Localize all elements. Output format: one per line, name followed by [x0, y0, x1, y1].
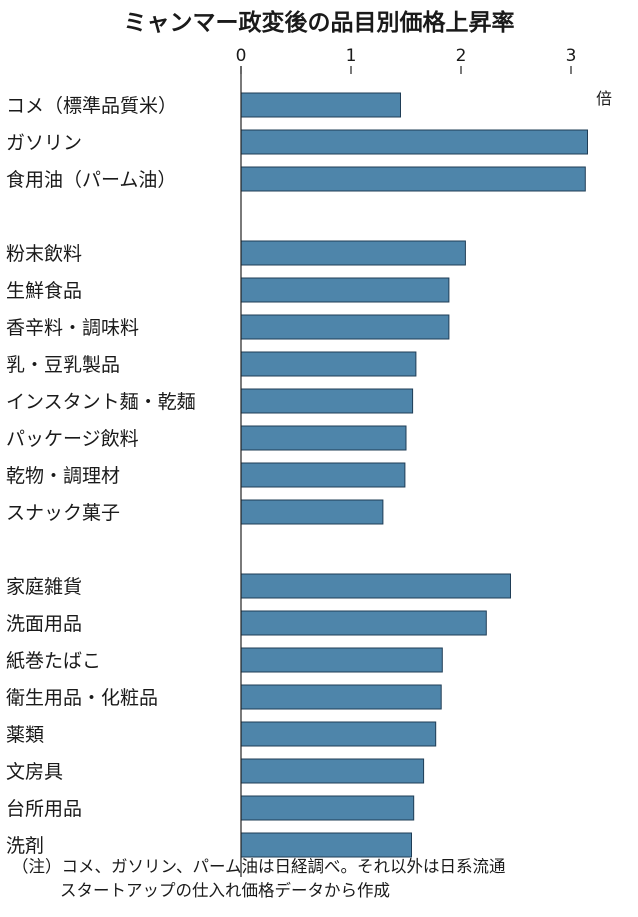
bar — [240, 573, 511, 599]
category-label: 文房具 — [6, 761, 63, 783]
bar — [240, 351, 417, 377]
bar — [240, 610, 487, 636]
bar — [240, 684, 442, 710]
x-tick-label: 3 — [566, 46, 577, 66]
category-label: 衛生用品・化粧品 — [6, 687, 158, 709]
bar — [240, 758, 425, 784]
bar — [240, 647, 443, 673]
bar — [240, 721, 437, 747]
footnote-line-1: （注）コメ、ガソリン、パーム油は日経調べ。それ以外は日系流通 — [12, 857, 506, 876]
x-tick-label: 2 — [456, 46, 467, 66]
category-label: 乾物・調理材 — [6, 465, 120, 487]
bar — [240, 425, 407, 451]
unit-label: 倍 — [596, 89, 612, 108]
category-label: 食用油（パーム油） — [6, 169, 176, 191]
bar — [240, 388, 414, 414]
category-label: インスタント麺・乾麺 — [6, 391, 196, 413]
category-label: コメ（標準品質米） — [6, 95, 177, 117]
bar — [240, 832, 412, 858]
category-label: 香辛料・調味料 — [6, 317, 139, 339]
category-label: 台所用品 — [6, 798, 82, 820]
category-label: スナック菓子 — [6, 502, 120, 524]
category-label: 紙巻たばこ — [6, 650, 101, 672]
category-label: パッケージ飲料 — [6, 428, 139, 450]
x-tick-label: 0 — [236, 46, 247, 66]
bar — [240, 240, 466, 266]
chart-title: ミャンマー政変後の品目別価格上昇率 — [124, 9, 515, 36]
category-label: 粉末飲料 — [6, 243, 82, 265]
footnote-line-2: スタートアップの仕入れ価格データから作成 — [60, 880, 390, 900]
category-label: 洗剤 — [6, 835, 44, 857]
bar — [240, 795, 415, 821]
x-axis-ticks: 0 1 2 3 — [236, 46, 577, 74]
bar — [240, 314, 450, 340]
bar — [240, 129, 588, 155]
x-tick-label: 1 — [346, 46, 357, 66]
category-label: 薬類 — [6, 724, 44, 746]
bar — [240, 166, 586, 192]
bar — [240, 462, 406, 488]
category-label: 洗面用品 — [6, 613, 82, 635]
bar — [240, 92, 401, 118]
bar — [240, 277, 450, 303]
category-label: 生鮮食品 — [6, 280, 82, 302]
category-label: 乳・豆乳製品 — [6, 354, 120, 376]
category-label: 家庭雑貨 — [6, 576, 82, 598]
category-label: ガソリン — [6, 132, 82, 154]
bar — [240, 499, 384, 525]
